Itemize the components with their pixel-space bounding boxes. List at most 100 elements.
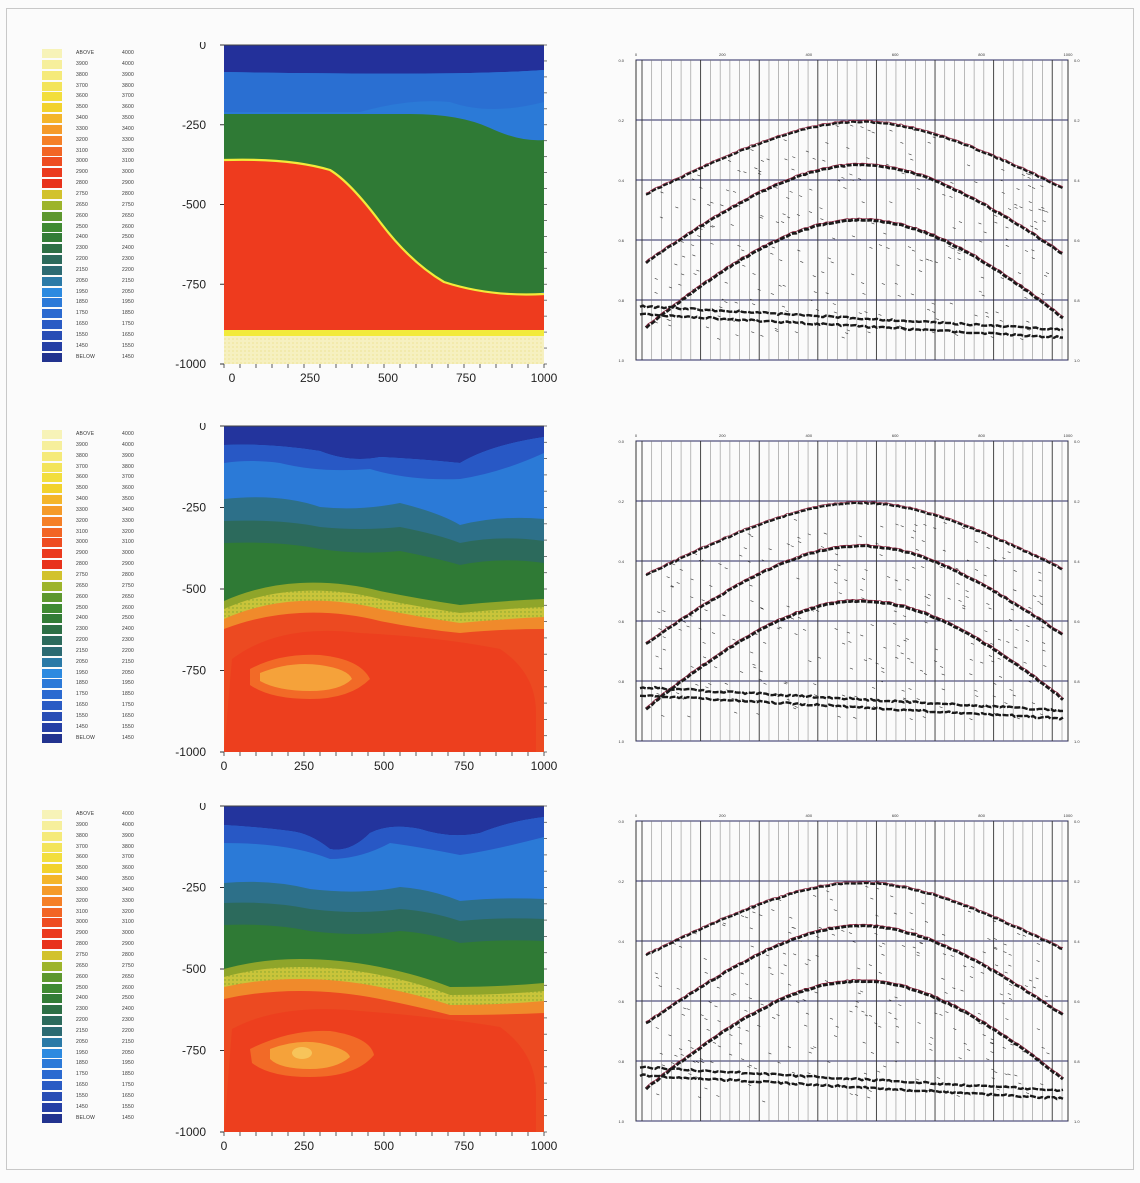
wiggle-mark <box>1040 1083 1044 1086</box>
legend-label: 3100 <box>76 908 88 915</box>
offset-tick-label: 400 <box>805 52 812 57</box>
wiggle-mark <box>792 156 796 159</box>
legend-value: 1650 <box>122 712 134 719</box>
wiggle-mark <box>782 213 786 216</box>
wiggle-mark <box>807 1072 811 1075</box>
wiggle-mark <box>895 656 899 659</box>
wiggle-mark <box>752 273 756 275</box>
legend-entry: BELOW 1450 <box>40 352 150 363</box>
wiggle-mark <box>883 1065 887 1068</box>
wiggle-mark <box>815 955 819 957</box>
wiggle-mark <box>752 911 756 914</box>
legend-entry: 1550 1650 <box>40 330 150 341</box>
legend-value: 3300 <box>122 136 134 143</box>
wiggle-mark <box>701 1061 705 1064</box>
wiggle-mark <box>800 261 804 263</box>
wiggle-mark <box>928 1043 932 1045</box>
legend-value: 3000 <box>122 550 134 557</box>
wiggle-mark <box>705 686 709 689</box>
wiggle-mark <box>992 920 997 923</box>
wiggle-mark <box>875 662 879 665</box>
wiggle-mark <box>943 522 947 524</box>
wiggle-mark <box>924 920 929 923</box>
legend-value: 2300 <box>122 637 134 644</box>
wiggle-mark <box>793 953 797 956</box>
wiggle-mark <box>707 204 711 206</box>
legend-swatch <box>42 950 62 960</box>
wiggle-mark <box>775 221 780 224</box>
wiggle-mark <box>1038 579 1042 582</box>
wiggle-mark <box>750 945 754 948</box>
wiggle-mark <box>742 264 746 267</box>
wiggle-mark <box>941 977 945 980</box>
wiggle-mark <box>812 894 817 897</box>
wiggle-mark <box>867 129 871 132</box>
wiggle-mark <box>977 1012 982 1015</box>
wiggle-mark <box>1019 206 1023 209</box>
wiggle-mark <box>1007 993 1011 995</box>
wiggle-mark <box>830 261 834 264</box>
wiggle-mark <box>1042 220 1046 223</box>
reflection-event-edge <box>645 119 1064 194</box>
wiggle-mark <box>678 945 683 948</box>
offset-tick-label: 400 <box>805 813 812 818</box>
wiggle-mark <box>1010 608 1014 611</box>
wiggle-mark <box>898 325 903 328</box>
wiggle-mark <box>700 688 704 691</box>
wiggle-mark <box>994 948 998 950</box>
wiggle-mark <box>1041 626 1045 629</box>
wiggle-mark <box>759 216 763 219</box>
wiggle-mark <box>760 1003 764 1006</box>
legend-entry: 2900 3000 <box>40 928 150 939</box>
wiggle-mark <box>1023 661 1027 664</box>
wiggle-mark <box>732 638 736 641</box>
legend-label: 1650 <box>76 321 88 328</box>
legend-label: 3900 <box>76 821 88 828</box>
legend-value: 1650 <box>122 331 134 338</box>
legend-entry: 2600 2650 <box>40 211 150 222</box>
legend-entry: 3200 3300 <box>40 896 150 907</box>
legend-value: 1650 <box>122 1092 134 1099</box>
wiggle-mark <box>969 658 973 661</box>
legend-value: 3200 <box>122 147 134 154</box>
wiggle-mark <box>871 131 875 134</box>
legend-entry: 1650 1750 <box>40 319 150 330</box>
wiggle-mark <box>880 667 885 670</box>
wiggle-mark <box>1008 953 1012 956</box>
wiggle-mark <box>837 715 841 718</box>
wiggle-mark <box>1009 689 1013 691</box>
legend-entry: ABOVE 4000 <box>40 429 150 440</box>
wiggle-mark <box>826 890 830 893</box>
time-tick-label-right: 1.0 <box>1074 358 1080 363</box>
wiggle-mark <box>987 938 991 940</box>
wiggle-mark <box>990 336 994 339</box>
wiggle-mark <box>934 261 938 264</box>
wiggle-mark <box>1014 1074 1018 1077</box>
wiggle-mark <box>731 320 735 322</box>
wiggle-mark <box>654 321 658 324</box>
wiggle-mark <box>671 1062 675 1064</box>
legend-value: 2650 <box>122 593 134 600</box>
legend-swatch <box>42 59 62 69</box>
legend-label: 2200 <box>76 1017 88 1024</box>
offset-tick-label: 200 <box>719 813 726 818</box>
wiggle-mark <box>1041 206 1045 209</box>
time-tick-label-left: 1.0 <box>618 739 624 744</box>
wiggle-mark <box>761 559 765 562</box>
wiggle-mark <box>756 713 760 715</box>
direct-wave <box>639 1065 1064 1093</box>
wiggle-mark <box>936 1077 941 1079</box>
wiggle-mark <box>883 646 887 649</box>
legend-value: 4000 <box>122 60 134 67</box>
reflection-event <box>644 217 1064 329</box>
wiggle-mark <box>738 310 742 313</box>
legend-entry: 3600 3700 <box>40 472 150 483</box>
y-tick-label: -1000 <box>175 357 206 371</box>
wiggle-mark <box>956 1095 960 1097</box>
wiggle-mark <box>743 171 747 174</box>
wiggle-mark <box>1005 1018 1009 1020</box>
wiggle-mark <box>841 642 846 645</box>
legend-swatch <box>42 983 62 993</box>
wiggle-mark <box>823 532 827 535</box>
wiggle-mark <box>901 689 905 692</box>
